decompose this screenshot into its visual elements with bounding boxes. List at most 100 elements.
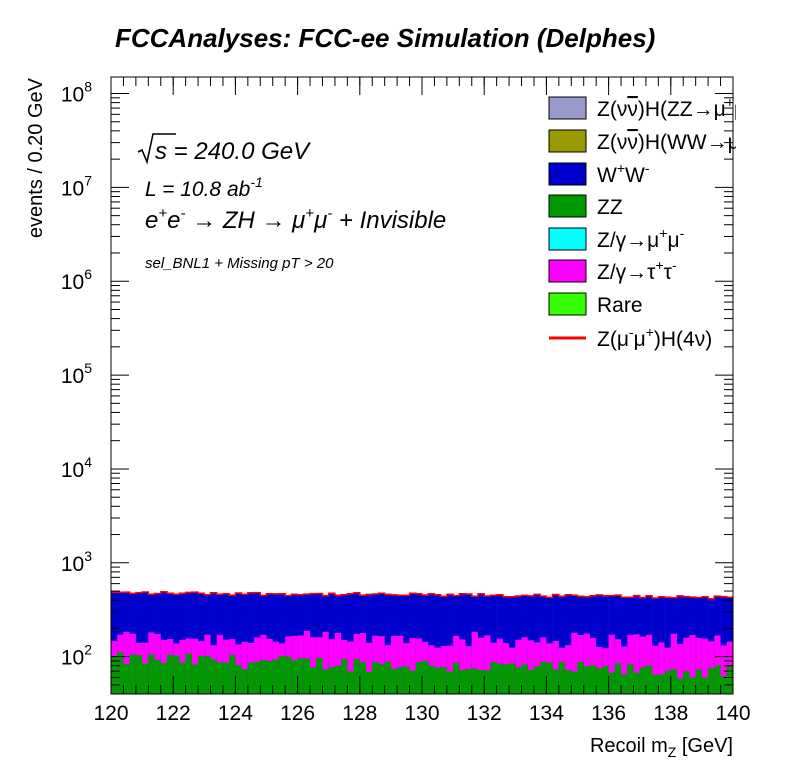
bar-tautau [515, 639, 522, 694]
bar-zz [459, 670, 466, 694]
bar-zz [515, 667, 522, 694]
bar-zz [111, 656, 118, 694]
legend-swatch [548, 194, 587, 218]
bar-tautau [652, 645, 659, 694]
x-tick-label: 132 [467, 702, 502, 725]
bar-zz [260, 660, 267, 694]
bar-zz [652, 674, 659, 694]
bar-zz [571, 671, 578, 694]
bar-tautau [484, 635, 491, 694]
bar-zz [465, 668, 473, 694]
bar-zz [397, 667, 404, 694]
bar-zz [353, 659, 361, 694]
y-tick-label: 108 [61, 79, 92, 107]
x-axis-title: Recoil mZ [GeV] [590, 735, 733, 760]
x-tick-label: 140 [715, 702, 750, 725]
x-tick-label: 136 [591, 702, 626, 725]
bar-zz [714, 665, 721, 694]
y-tick-label: 103 [61, 548, 92, 576]
bar-zz [608, 672, 616, 694]
bar-zz [502, 664, 510, 694]
bar-tautau [714, 635, 721, 694]
legend-label: Z/γ→μ+μ- [597, 225, 685, 252]
bar-zz [670, 669, 678, 694]
bar-ww [664, 597, 672, 694]
bar-zz [446, 671, 454, 694]
legend-swatch [548, 227, 587, 251]
bar-zz [291, 660, 298, 694]
bar-zz [484, 670, 491, 694]
x-axis-title-main: Recoil m [590, 735, 668, 757]
bar-zz [633, 672, 640, 694]
bar-zz [546, 662, 553, 694]
bar-zz [614, 663, 622, 694]
bar-tautau [683, 637, 690, 694]
bar-zz [297, 658, 305, 694]
bar-tautau [322, 631, 329, 694]
bar-zz [453, 662, 460, 694]
y-tick-label: 102 [61, 642, 92, 670]
bar-zz [235, 664, 242, 694]
legend-swatch [548, 96, 587, 120]
lumi-label: L = 10.8 ab-1 [145, 174, 263, 201]
legend-swatch [548, 292, 587, 316]
bar-zz [254, 661, 261, 694]
bar-zz [154, 660, 162, 694]
bar-zz [185, 653, 193, 694]
bar-zz [552, 669, 560, 694]
x-axis-title-sub: Z [668, 744, 677, 760]
x-tick-label: 122 [156, 702, 191, 725]
bar-zz [496, 663, 504, 694]
y-tick-label: 106 [61, 266, 92, 294]
legend-label: Z(μ-μ+)H(4ν) [597, 324, 712, 351]
bar-zz [310, 667, 317, 694]
bar-zz [285, 656, 292, 694]
bar-zz [726, 666, 734, 694]
x-tick-label: 124 [218, 702, 253, 725]
bar-tautau [621, 646, 628, 694]
bar-zz [583, 666, 591, 694]
legend-swatch [548, 129, 587, 153]
bar-zz [390, 668, 398, 694]
x-axis-title-unit: [GeV] [676, 735, 733, 757]
bar-zz [440, 667, 448, 694]
bar-zz [334, 666, 342, 694]
bar-tautau [310, 637, 317, 694]
bar-zz [521, 664, 529, 694]
bar-zz [142, 663, 149, 694]
bar-zz [266, 660, 274, 694]
bar-zz [701, 677, 709, 694]
bar-zz [117, 652, 124, 694]
bar-tautau [695, 638, 703, 694]
bar-tautau [471, 631, 479, 694]
sqrt-s-label: s = 240.0 GeV [155, 138, 311, 165]
bar-zz [627, 664, 634, 694]
bar-ww [446, 594, 454, 694]
legend: Z(νν)H(ZZ→μ+μ-ν+ Z(νν)H(WW→μ+νμ W+W- ZZ Z/γ→… [548, 94, 771, 351]
bar-zz [173, 655, 180, 694]
bar-zz [229, 654, 236, 694]
bar-zz [471, 668, 479, 694]
bar-tautau [241, 641, 249, 694]
annotation-sqrt-s: s = 240.0 GeV [137, 133, 311, 165]
bar-zz [166, 654, 174, 694]
bar-tautau [390, 635, 398, 694]
x-tick-label: 130 [404, 702, 439, 725]
bar-zz [639, 667, 647, 694]
bar-zz [683, 671, 690, 694]
bar-ww [384, 594, 392, 694]
bar-zz [708, 668, 715, 694]
legend-label: Z(νν)H(WW→μ+νμ [597, 127, 771, 154]
bar-ww [428, 593, 435, 694]
legend-label: ZZ [597, 196, 623, 219]
bar-tautau [123, 631, 130, 694]
bar-zz [247, 662, 255, 694]
bar-zz [303, 658, 311, 694]
bar-zz [341, 659, 348, 694]
bar-zz [322, 669, 329, 694]
bar-tautau [689, 635, 696, 694]
bar-zz [577, 661, 585, 694]
bar-zz [621, 674, 628, 694]
bar-tautau [639, 636, 647, 694]
